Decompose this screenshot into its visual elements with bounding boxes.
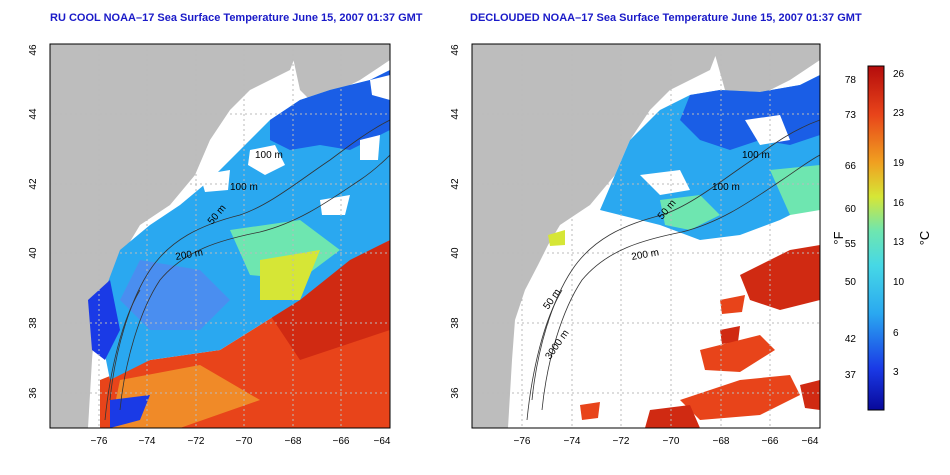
right-lon-tick: −68	[713, 436, 730, 447]
left-contour-label: 100 m	[255, 150, 283, 161]
colorbar-f-label: 42	[845, 334, 857, 345]
colorbar-unit-c: °C	[917, 231, 932, 246]
left-lat-tick: 42	[28, 178, 39, 190]
colorbar-c-label: 23	[893, 108, 905, 119]
right-warm-patch	[740, 245, 820, 310]
left-lat-tick: 38	[28, 317, 39, 329]
left-lat-tick: 36	[28, 387, 39, 399]
left-lon-tick: −70	[236, 436, 253, 447]
left-land	[50, 44, 300, 428]
left-lon-tick: −64	[374, 436, 391, 447]
left-cloud	[248, 145, 285, 175]
right-lat-tick: 40	[450, 247, 461, 259]
right-lon-tick: −66	[762, 436, 779, 447]
left-lon-tick: −76	[91, 436, 108, 447]
left-contour-label: 200 m	[175, 247, 204, 263]
colorbar-f-label: 78	[845, 75, 857, 86]
colorbar-f-label: 55	[845, 239, 857, 250]
right-lat-ticks: 36 38 40 42 44 46	[450, 44, 461, 399]
colorbar-c-label: 26	[893, 69, 905, 80]
colorbar-f-label: 37	[845, 370, 857, 381]
colorbar-f-label: 66	[845, 161, 857, 172]
left-lat-tick: 40	[28, 247, 39, 259]
right-lat-tick: 38	[450, 317, 461, 329]
left-lat-tick: 44	[28, 108, 39, 120]
colorbar-c-label: 16	[893, 198, 905, 209]
right-nova-scotia	[712, 44, 820, 100]
colorbar-c-label: 10	[893, 277, 905, 288]
right-lon-tick: −70	[663, 436, 680, 447]
left-lon-ticks: −76 −74 −72 −70 −68 −66 −64	[91, 436, 391, 447]
right-panel-title: DECLOUDED NOAA–17 Sea Surface Temperatur…	[470, 12, 862, 24]
left-sst-map	[50, 44, 390, 428]
right-lon-tick: −76	[514, 436, 531, 447]
left-nova-scotia	[290, 44, 390, 100]
right-lon-ticks: −76 −74 −72 −70 −68 −66 −64	[514, 436, 819, 447]
colorbar-unit-f: °F	[831, 231, 846, 244]
left-panel-title: RU COOL NOAA–17 Sea Surface Temperature …	[50, 12, 423, 24]
right-sst-map	[472, 44, 820, 428]
left-lon-tick: −68	[285, 436, 302, 447]
left-lon-tick: −72	[188, 436, 205, 447]
colorbar-c-label: 13	[893, 237, 905, 248]
colorbar	[867, 65, 885, 411]
right-lat-tick: 36	[450, 387, 461, 399]
colorbar-f-label: 50	[845, 277, 857, 288]
right-lon-tick: −74	[564, 436, 581, 447]
left-contour-label: 100 m	[230, 182, 258, 193]
colorbar-c-labels: 26 23 19 16 13 10 6 3	[893, 69, 905, 378]
right-lon-tick: −64	[802, 436, 819, 447]
right-contour-label: 100 m	[712, 182, 740, 193]
right-lat-tick: 42	[450, 178, 461, 190]
right-contour-label: 100 m	[742, 150, 770, 161]
right-plot-frame	[471, 43, 821, 429]
right-lon-tick: −72	[613, 436, 630, 447]
right-lat-tick: 46	[450, 44, 461, 56]
left-lon-tick: −74	[139, 436, 156, 447]
colorbar-c-label: 19	[893, 158, 905, 169]
colorbar-c-label: 6	[893, 328, 899, 339]
colorbar-f-labels: 78 73 66 60 55 50 42 37	[845, 75, 857, 381]
left-lon-tick: −66	[333, 436, 350, 447]
colorbar-c-label: 3	[893, 367, 899, 378]
left-plot-frame	[49, 43, 391, 429]
colorbar-f-label: 60	[845, 204, 857, 215]
right-lat-tick: 44	[450, 108, 461, 120]
left-lat-tick: 46	[28, 44, 39, 56]
right-contour-label: 200 m	[631, 247, 660, 263]
colorbar-f-label: 73	[845, 110, 857, 121]
right-land	[472, 44, 720, 428]
left-lat-ticks: 36 38 40 42 44 46	[28, 44, 39, 399]
